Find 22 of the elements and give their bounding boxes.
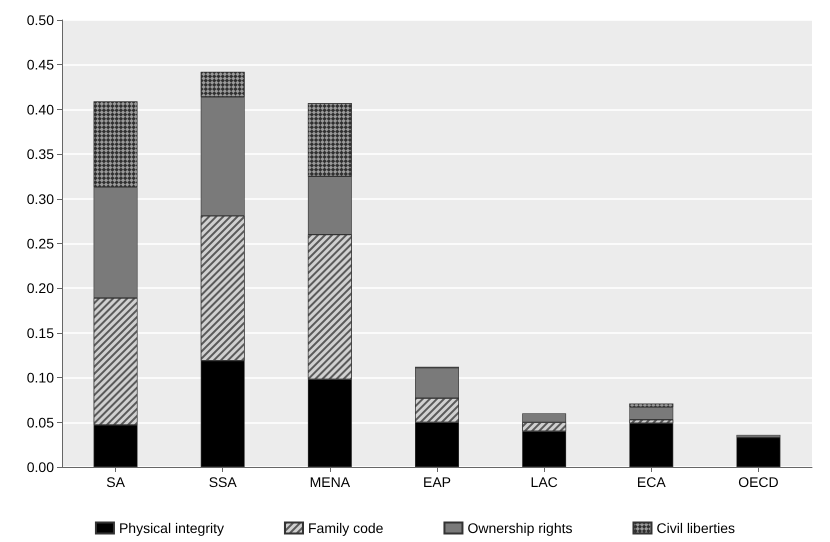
legend-label: Family code (308, 520, 384, 536)
y-tick-label: 0.50 (26, 12, 54, 28)
legend-label: Ownership rights (467, 520, 572, 536)
legend-label: Civil liberties (656, 520, 736, 536)
x-tick-label: ECA (636, 474, 666, 490)
x-tick-label: OECD (738, 474, 779, 490)
x-tick-label: LAC (530, 474, 558, 490)
y-tick-label: 0.25 (26, 236, 54, 252)
y-tick-label: 0.30 (26, 190, 54, 207)
x-tick-label: EAP (422, 474, 452, 490)
y-tick-label: 0.15 (26, 324, 54, 341)
legend-label: Physical integrity (118, 520, 224, 536)
y-tick-label: 0.00 (26, 459, 54, 475)
y-tick-label: 0.45 (26, 56, 54, 73)
y-tick-label: 0.20 (26, 280, 54, 296)
y-tick-label: 0.10 (26, 370, 54, 386)
x-tick-label: SA (106, 474, 126, 490)
x-tick-label: MENA (310, 474, 351, 490)
y-tick-label: 0.05 (26, 414, 54, 430)
y-tick-label: 0.40 (26, 101, 54, 118)
x-tick-label: SSA (208, 474, 238, 490)
y-tick-label: 0.35 (26, 146, 54, 162)
